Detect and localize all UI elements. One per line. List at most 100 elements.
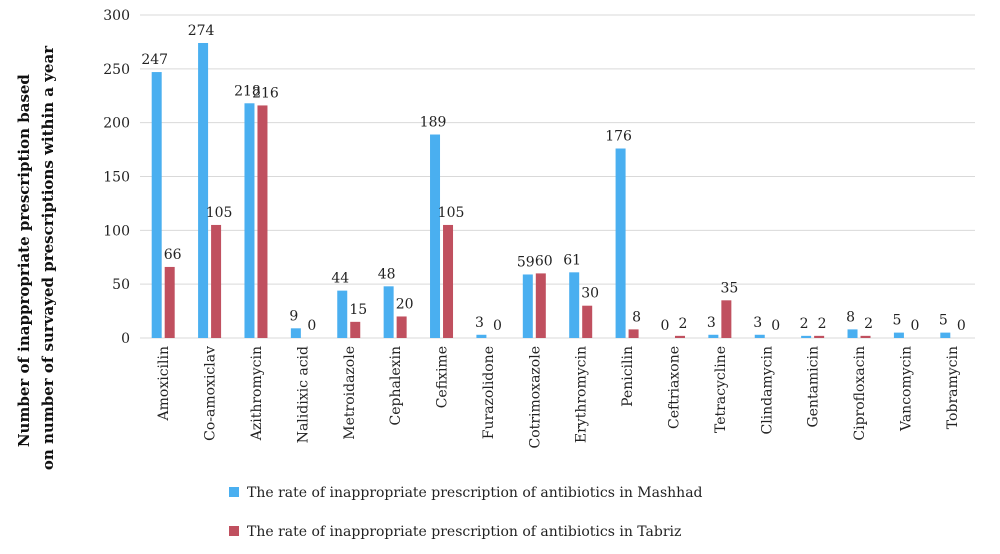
bar-mashhad xyxy=(801,335,812,338)
y-axis-title-line-2: on number of survayed prescriptions with… xyxy=(39,45,57,470)
bar-tabriz xyxy=(860,335,871,338)
bar-mashhad xyxy=(290,328,301,338)
data-label-tabriz: 0 xyxy=(771,318,780,334)
data-label-mashhad: 5 xyxy=(892,313,901,329)
bar-mashhad xyxy=(383,286,394,338)
y-axis-title: Number of inappropriate prescription bas… xyxy=(15,45,57,470)
data-label-tabriz: 0 xyxy=(307,318,316,334)
data-label-mashhad: 48 xyxy=(378,266,396,282)
x-category-label: Nalidixic acid xyxy=(295,346,311,443)
data-label-mashhad: 3 xyxy=(475,315,484,331)
data-label-tabriz: 0 xyxy=(910,318,919,334)
bar-mashhad xyxy=(337,290,348,338)
x-category-label: Cefixime xyxy=(435,346,451,408)
legend-swatch xyxy=(229,487,239,497)
bar-mashhad xyxy=(615,148,626,338)
data-label-tabriz: 60 xyxy=(535,253,553,269)
data-label-mashhad: 176 xyxy=(605,129,632,145)
data-label-mashhad: 5 xyxy=(939,313,948,329)
data-label-mashhad: 61 xyxy=(563,252,581,268)
x-category-label: Tobramycin xyxy=(945,346,961,429)
data-label-tabriz: 35 xyxy=(720,280,738,296)
x-axis-categories: Amoxicilin Co-amoxiclav Azithromycin Nalidi… xyxy=(156,346,961,449)
y-tick-label: 200 xyxy=(103,116,130,132)
legend: The rate of inappropriate prescription o… xyxy=(229,485,703,540)
bar-tabriz xyxy=(350,321,361,338)
x-category-label: Co-amoxiclav xyxy=(203,346,219,441)
data-label-mashhad: 2 xyxy=(800,316,809,332)
bar-mashhad xyxy=(522,274,533,338)
x-category-label: Cephalexin xyxy=(388,346,404,425)
bar-tabriz xyxy=(443,224,454,338)
data-label-tabriz: 2 xyxy=(864,316,873,332)
x-category-label: Gentamicin xyxy=(806,346,822,428)
x-category-label: Furazolidone xyxy=(481,346,497,439)
gridlines xyxy=(140,14,975,339)
data-label-mashhad: 8 xyxy=(846,309,855,325)
data-label-mashhad: 247 xyxy=(141,52,168,68)
x-category-label: Cotrimoxazole xyxy=(527,346,543,448)
bar-mashhad xyxy=(754,334,765,338)
data-label-tabriz: 0 xyxy=(493,318,502,334)
bar-mashhad xyxy=(893,332,904,338)
data-label-tabriz: 2 xyxy=(818,316,827,332)
bar-tabriz xyxy=(674,335,685,338)
bars xyxy=(151,42,951,339)
bar-tabriz xyxy=(721,300,732,338)
y-tick-label: 0 xyxy=(121,331,130,347)
x-category-label: Clindamycin xyxy=(759,346,775,435)
data-label-mashhad: 3 xyxy=(753,315,762,331)
data-label-mashhad: 0 xyxy=(661,318,670,334)
data-label-tabriz: 216 xyxy=(252,85,279,101)
bar-mashhad xyxy=(847,329,858,338)
y-tick-label: 100 xyxy=(103,223,130,239)
data-label-tabriz: 105 xyxy=(438,205,465,221)
bar-tabriz xyxy=(396,316,407,338)
legend-entry-label: The rate of inappropriate prescription o… xyxy=(247,524,681,540)
y-tick-label: 50 xyxy=(112,277,130,293)
bar-tabriz xyxy=(257,105,268,338)
bar-mashhad xyxy=(244,103,255,338)
x-category-label: Azithromycin xyxy=(249,346,265,441)
x-category-label: Vancomycin xyxy=(898,346,914,432)
y-axis-ticks: 0 50 100 150 200 250 300 xyxy=(103,8,130,347)
x-category-label: Ciprofloxacin xyxy=(852,346,868,441)
data-label-mashhad: 9 xyxy=(289,308,298,324)
bar-tabriz xyxy=(211,224,222,338)
data-label-tabriz: 2 xyxy=(679,316,688,332)
x-category-label: Metroidazole xyxy=(342,346,358,440)
x-category-label: Penicilin xyxy=(620,346,636,407)
y-tick-label: 250 xyxy=(103,62,130,78)
bar-mashhad xyxy=(569,272,580,338)
data-label-mashhad: 189 xyxy=(420,115,447,131)
y-tick-label: 300 xyxy=(103,8,130,24)
legend-entry-label: The rate of inappropriate prescription o… xyxy=(247,485,703,501)
bar-mashhad xyxy=(151,72,162,339)
bar-tabriz xyxy=(628,329,639,338)
bar-tabriz xyxy=(535,273,546,338)
data-label-tabriz: 105 xyxy=(206,205,233,221)
data-label-mashhad: 59 xyxy=(517,254,535,270)
x-category-label: Ceftriaxone xyxy=(666,346,682,429)
x-category-label: Tetracycline xyxy=(713,346,729,433)
data-label-tabriz: 20 xyxy=(396,296,414,312)
data-label-mashhad: 44 xyxy=(331,271,349,287)
data-label-mashhad: 218 xyxy=(234,83,261,99)
data-label-tabriz: 30 xyxy=(581,286,599,302)
bar-mashhad xyxy=(708,334,719,338)
bar-mashhad xyxy=(476,334,487,338)
legend-swatch xyxy=(229,526,239,536)
x-category-label: Amoxicilin xyxy=(156,346,172,421)
data-label-mashhad: 274 xyxy=(188,23,215,39)
y-tick-label: 150 xyxy=(103,170,130,186)
y-axis-title-line-1: Number of inappropriate prescription bas… xyxy=(15,74,33,448)
data-label-tabriz: 66 xyxy=(164,247,182,263)
bar-mashhad xyxy=(198,42,209,338)
bar-tabriz xyxy=(164,266,175,338)
data-label-tabriz: 8 xyxy=(632,309,641,325)
bar-mashhad xyxy=(430,134,441,338)
bar-mashhad xyxy=(940,332,951,338)
bar-tabriz xyxy=(582,305,593,338)
